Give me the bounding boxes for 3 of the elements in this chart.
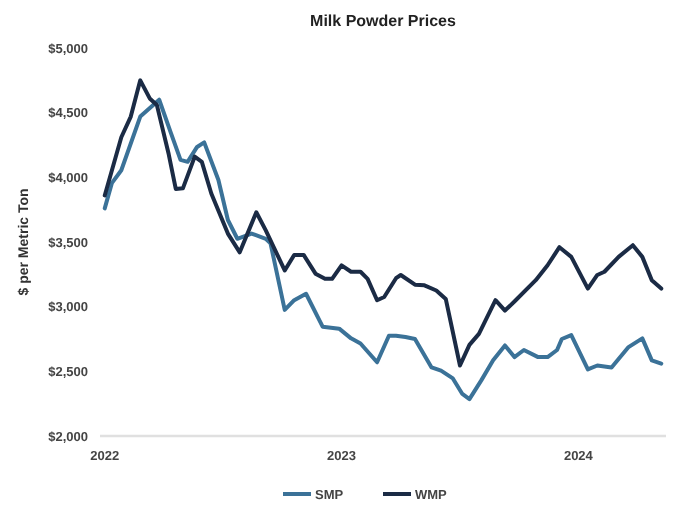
line-series	[102, 78, 664, 368]
chart-title: Milk Powder Prices	[310, 12, 458, 30]
line-series	[102, 97, 664, 402]
